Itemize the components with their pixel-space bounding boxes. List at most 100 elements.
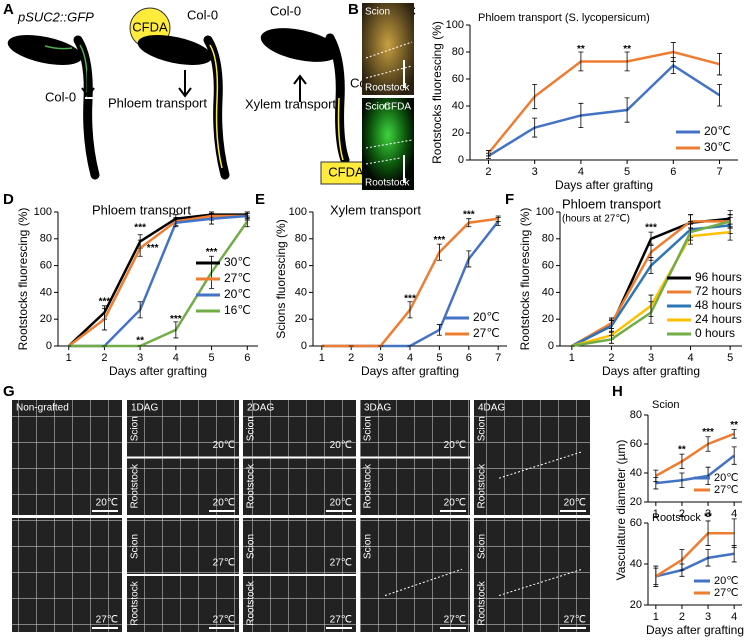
chart: 0 20 40 60 80 100 1 2 3 4 5 Phloem transport (hours … — [518, 196, 742, 378]
micrograph — [127, 576, 239, 632]
annotation: ** — [730, 420, 738, 431]
legend-label: 96 hours — [695, 270, 742, 284]
label: Phloem transport — [108, 95, 207, 110]
y-tick-label: 20 — [40, 313, 52, 325]
label: Rootstock — [365, 83, 410, 94]
error-bar — [727, 214, 733, 229]
y-tick-label: 80 — [295, 233, 307, 245]
y-tick-label: 0 — [46, 340, 52, 352]
legend-label: 27℃ — [714, 484, 739, 496]
micrograph — [127, 458, 239, 515]
annotation: *** — [645, 223, 657, 234]
error-bar — [209, 212, 215, 225]
temperature-label: 27℃ — [444, 615, 466, 626]
x-axis-label: Days after grafting — [646, 623, 744, 637]
micrographs: Non-grafted 20℃ Scion Rootstock 1DAG 20℃ 20℃ Sc… — [12, 400, 590, 632]
micrograph — [360, 518, 470, 632]
y-tick-label: 60 — [295, 260, 307, 272]
x-tick-label: 3 — [137, 352, 143, 364]
region-label: Rootstock — [246, 580, 257, 625]
x-tick-label: 7 — [716, 166, 722, 178]
vein — [337, 97, 344, 161]
temperature-label: 27℃ — [564, 615, 586, 626]
y-tick-label: 0 — [301, 340, 307, 352]
column-label: Non-grafted — [16, 403, 69, 414]
legend-label: 20℃ — [473, 310, 500, 324]
error-bar — [679, 472, 685, 488]
series-line — [321, 220, 500, 348]
x-tick-label: 1 — [653, 611, 659, 623]
chart-title: Scion — [652, 399, 680, 411]
chart-subtitle: (hours at 27℃) — [562, 214, 630, 225]
x-tick-label: 5 — [209, 352, 215, 364]
chart-title: Xylem transport — [330, 202, 421, 217]
x-axis-label: Days after grafting — [361, 364, 459, 378]
panel-letter: E — [255, 191, 265, 208]
region-label: Scion — [477, 416, 488, 441]
label: Rootstock — [365, 178, 410, 189]
y-tick-label: 60 — [630, 438, 642, 450]
annotation: *** — [99, 296, 111, 307]
series-line — [487, 63, 721, 158]
error-bar — [688, 223, 694, 241]
series-line — [67, 213, 248, 347]
y-tick-label: 20 — [542, 313, 554, 325]
temperature-label: 27℃ — [330, 615, 352, 626]
micrograph — [243, 576, 356, 632]
micrograph — [360, 400, 470, 457]
graft-line — [365, 41, 413, 59]
error-bar — [485, 150, 491, 157]
error-bar — [173, 218, 179, 228]
annotation: ** — [623, 44, 631, 55]
x-tick-label: 6 — [670, 166, 676, 178]
annotation: *** — [463, 209, 475, 220]
series-line — [67, 214, 248, 347]
temperature-label: 20℃ — [444, 440, 466, 451]
error-bar — [670, 42, 676, 62]
annotation: *** — [206, 247, 218, 258]
x-tick-label: 5 — [624, 166, 630, 178]
temperature-label: 20℃ — [330, 498, 352, 509]
annotation: ** — [704, 511, 712, 522]
x-tick-label: 2 — [485, 166, 491, 178]
series-line — [655, 532, 735, 578]
region-label: Scion — [246, 416, 257, 441]
y-tick-label: 40 — [295, 286, 307, 298]
region-label: Scion — [246, 534, 257, 559]
temperature-label: 20℃ — [213, 440, 235, 451]
cotyledon — [260, 28, 340, 62]
column-label: 1DAG — [131, 403, 158, 414]
error-bar — [705, 436, 711, 452]
error-bar — [532, 117, 538, 138]
error-bar — [608, 334, 614, 344]
x-axis-label: Days after grafting — [602, 364, 700, 378]
y-tick-label: 80 — [40, 233, 52, 245]
y-axis-label: Rootstocks fluorescing (%) — [16, 208, 30, 351]
annotation: *** — [147, 243, 159, 254]
error-bar — [578, 102, 584, 128]
label: CFDA — [132, 19, 168, 34]
diagram: pSUC2::GFP Col-0 CFDA Col-0 Phloem trans… — [7, 3, 381, 185]
temperature-label: 20℃ — [444, 498, 466, 509]
micrograph — [12, 518, 122, 632]
x-axis-label: Days after grafting — [555, 178, 653, 192]
legend-label: 48 hours — [695, 298, 742, 312]
error-bar — [648, 257, 654, 275]
legend-label: 20℃ — [714, 575, 739, 587]
chart: 20 40 60 80 1 2 3 4 Scion Vasculature diameter (µ… — [614, 399, 742, 580]
error-bar — [495, 215, 501, 222]
label: Col-0 — [187, 7, 218, 22]
annotation: *** — [134, 223, 146, 234]
error-bar — [731, 429, 737, 439]
chart-title: Phloem transport — [562, 196, 661, 211]
error-bar — [578, 51, 584, 72]
legend-label: 27℃ — [224, 271, 251, 285]
y-tick-label: 100 — [289, 206, 307, 218]
temperature-label: 20℃ — [213, 498, 235, 509]
error-bar — [653, 567, 659, 585]
error-bar — [244, 215, 250, 228]
arrow — [178, 70, 192, 98]
x-tick-label: 3 — [705, 611, 711, 623]
y-tick-label: 40 — [630, 558, 642, 570]
y-tick-label: 60 — [40, 260, 52, 272]
